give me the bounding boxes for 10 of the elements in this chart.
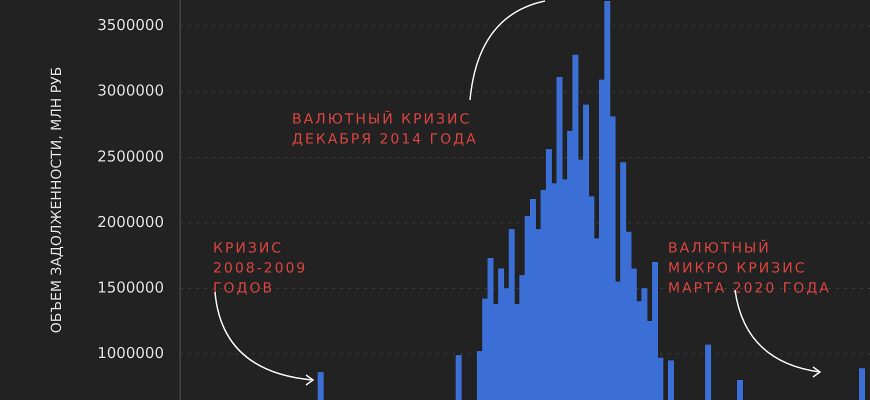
y-tick-label: 2000000 — [97, 212, 164, 231]
y-axis-title: ОБЪЕМ ЗАДОЛЖЕННОСТИ, МЛН РУБ — [49, 66, 66, 334]
y-tick-label: 3000000 — [97, 82, 164, 100]
y-tick-label: 1500000 — [97, 278, 164, 296]
annotation: ВАЛЮТНЫЙ КРИЗИС ДЕКАБРЯ 2014 ГОДА — [292, 110, 478, 148]
y-tick-label: 2500000 — [97, 147, 164, 166]
annotation: ВАЛЮТНЫЙ МИКРО КРИЗИС МАРТА 2020 ГОДА — [668, 240, 831, 297]
y-tick-label: 3500000 — [97, 16, 164, 34]
annotation: КРИЗИС 2008-2009 ГОДОВ — [213, 240, 308, 297]
y-tick-label: 1000000 — [97, 344, 164, 362]
